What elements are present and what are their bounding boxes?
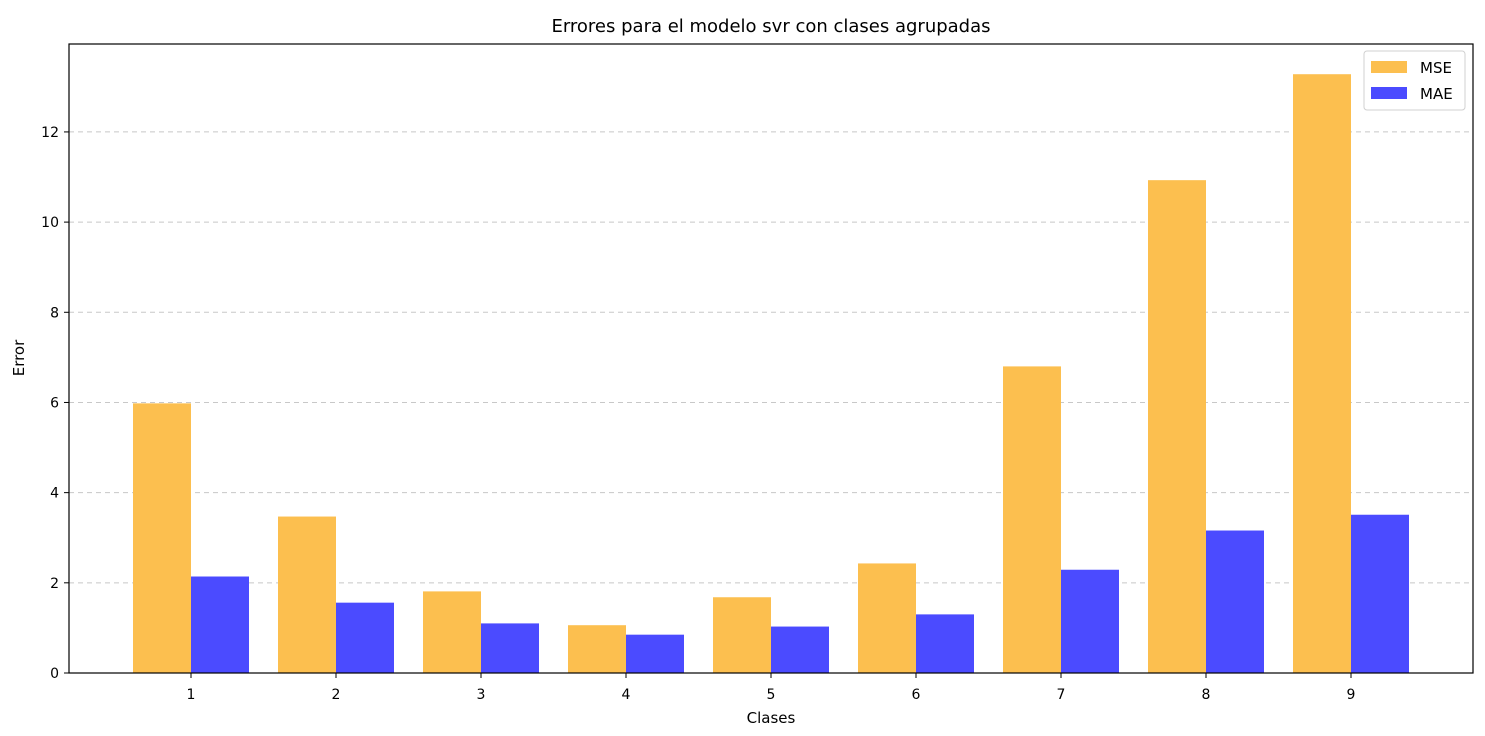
x-tick-label: 5 [767, 687, 776, 703]
x-tick-label: 8 [1202, 687, 1211, 703]
bar-mae [771, 626, 829, 673]
bar-mae [1206, 530, 1264, 673]
bar-mae [336, 602, 394, 673]
y-tick-label: 8 [50, 305, 59, 321]
grid-lines [69, 131, 1473, 584]
y-tick-label: 6 [50, 395, 59, 411]
x-tick-label: 6 [912, 687, 921, 703]
legend-label: MSE [1420, 59, 1452, 77]
x-axis: 1 2 3 4 5 6 7 8 9 [187, 673, 1356, 703]
legend: MSE MAE [1363, 50, 1466, 111]
bar-mse [713, 597, 771, 673]
bar-mae [481, 623, 539, 673]
bar-mae [626, 634, 684, 673]
bar-mse [858, 563, 916, 673]
y-tick-label: 10 [41, 215, 59, 231]
bar-mse [133, 403, 191, 673]
x-tick-label: 3 [477, 687, 486, 703]
bar-mae [916, 614, 974, 673]
bar-mae [1061, 569, 1119, 673]
bar-mse [278, 516, 336, 673]
bar-mse [568, 625, 626, 673]
x-tick-label: 7 [1057, 687, 1066, 703]
x-tick-label: 1 [187, 687, 196, 703]
bar-mse [1003, 366, 1061, 673]
bar-mae [1351, 514, 1409, 673]
legend-swatch [1371, 61, 1407, 73]
y-tick-label: 0 [50, 666, 59, 682]
y-tick-label: 4 [50, 486, 59, 502]
chart-title: Errores para el modelo svr con clases ag… [551, 16, 990, 37]
legend-swatch [1371, 87, 1407, 99]
bars-group [133, 74, 1409, 674]
bar-mse [423, 591, 481, 673]
y-axis: 0 2 4 6 8 10 12 [41, 125, 69, 682]
bar-mse [1148, 180, 1206, 674]
legend-label: MAE [1420, 85, 1453, 103]
x-tick-label: 2 [332, 687, 341, 703]
x-tick-label: 4 [622, 687, 631, 703]
x-tick-label: 9 [1347, 687, 1356, 703]
bar-mse [1293, 74, 1351, 674]
y-axis-label: Error [10, 339, 28, 376]
y-tick-label: 12 [41, 125, 59, 141]
bar-mae [191, 576, 249, 673]
y-tick-label: 2 [50, 576, 59, 592]
x-axis-label: Clases [747, 709, 796, 727]
